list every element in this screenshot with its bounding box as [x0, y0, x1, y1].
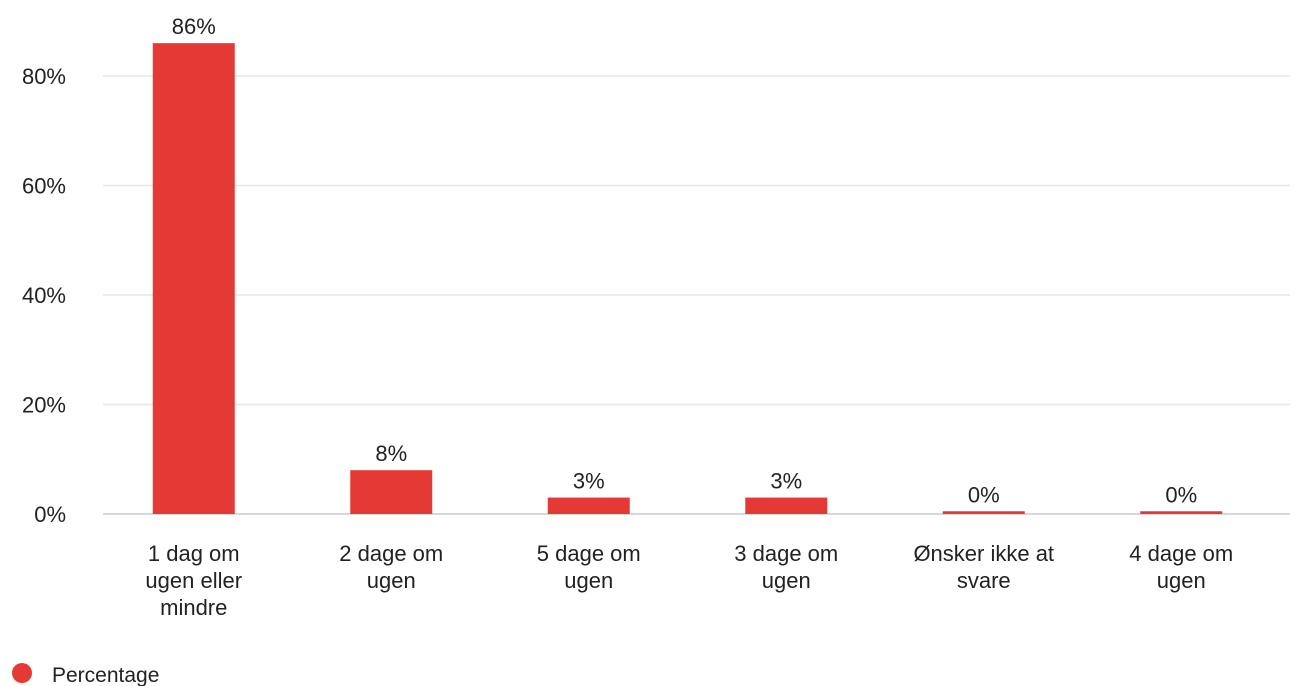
y-tick-label: 60%	[22, 174, 66, 199]
bar[interactable]	[745, 497, 828, 514]
bar[interactable]	[547, 497, 630, 514]
y-tick-label: 40%	[22, 283, 66, 308]
legend-label-percentage: Percentage	[52, 664, 159, 686]
legend-marker	[12, 663, 32, 683]
data-labels: 86% 8% 3% 3% 0% 0%	[172, 14, 1197, 507]
bar-value-label: 0%	[968, 482, 1000, 507]
x-category-label: 2 dage om ugen	[339, 541, 443, 593]
legend[interactable]: Percentage	[12, 663, 159, 686]
x-category-label-line: 3 dage om	[734, 541, 838, 566]
x-category-label-line: 1 dag om	[148, 541, 240, 566]
x-category-label-line: svare	[957, 568, 1011, 593]
x-category-label-line: ugen	[564, 568, 613, 593]
y-tick-label: 0%	[34, 502, 66, 527]
bar-value-label: 3%	[573, 469, 605, 494]
x-category-label-line: ugen	[367, 568, 416, 593]
bar[interactable]	[350, 470, 433, 514]
x-category-label-line: ugen	[1157, 568, 1206, 593]
x-category-label-line: 2 dage om	[339, 541, 443, 566]
x-category-label-line: ugen eller	[145, 568, 242, 593]
x-category-label-line: 5 dage om	[537, 541, 641, 566]
bar-value-label: 8%	[375, 441, 407, 466]
x-category-label: Ønsker ikke at svare	[913, 541, 1054, 593]
bar[interactable]	[1140, 511, 1223, 514]
x-category-label-line: ugen	[762, 568, 811, 593]
x-category-label-line: 4 dage om	[1129, 541, 1233, 566]
x-category-label: 3 dage om ugen	[734, 541, 838, 593]
bar[interactable]	[152, 43, 235, 515]
x-category-label: 4 dage om ugen	[1129, 541, 1233, 593]
y-axis-tick-labels: 0% 20% 40% 60% 80%	[22, 64, 66, 527]
x-category-label-line: mindre	[160, 595, 227, 620]
bar-value-label: 3%	[770, 469, 802, 494]
x-category-label-line: Ønsker ikke at	[913, 541, 1054, 566]
y-tick-label: 20%	[22, 393, 66, 418]
x-category-label: 1 dag om ugen eller mindre	[145, 541, 242, 620]
x-category-label: 5 dage om ugen	[537, 541, 641, 593]
gridlines	[103, 75, 1290, 515]
bar-value-label: 86%	[172, 14, 216, 39]
bars	[152, 43, 1223, 515]
y-tick-label: 80%	[22, 64, 66, 89]
bar-value-label: 0%	[1165, 482, 1197, 507]
bar[interactable]	[942, 511, 1025, 514]
